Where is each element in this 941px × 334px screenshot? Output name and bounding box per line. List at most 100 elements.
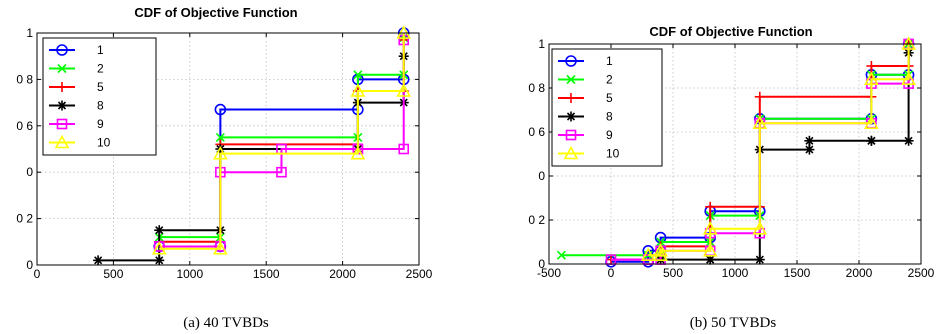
legend-item: 9: [49, 117, 104, 131]
x-tick-label: 2500: [406, 267, 433, 281]
data-point: [903, 135, 914, 146]
series-group: [556, 36, 916, 268]
y-tick-label: 0: [26, 258, 33, 272]
legend-marker: [54, 134, 70, 149]
data-point: [556, 250, 566, 260]
legend-marker: [566, 74, 576, 85]
data-point: [215, 132, 225, 142]
plot-frame: [548, 43, 922, 265]
legend-marker: [565, 129, 577, 141]
legend-label: 9: [97, 117, 104, 131]
legend-label: 8: [97, 99, 104, 113]
series-line: [648, 44, 910, 257]
series-line: [159, 33, 405, 250]
data-point: [213, 241, 228, 255]
chart-caption: (b) 50 TVBDs: [690, 315, 777, 331]
chart-50-tvbds: CDF of Objective Function (b) 50 TVBDs -…: [528, 24, 934, 331]
chart-title: CDF of Objective Function: [649, 24, 812, 39]
x-tick-label: 2500: [908, 266, 935, 280]
legend-item: 2: [49, 62, 104, 76]
y-tick-label: 0 2: [528, 213, 545, 227]
legend-item: 1: [558, 54, 613, 68]
data-point: [353, 70, 363, 80]
legend-label: 10: [97, 136, 111, 150]
data-point: [864, 71, 879, 85]
series-10: [640, 36, 916, 262]
y-tick-label: 0 2: [16, 212, 33, 226]
data-point: [754, 254, 765, 265]
legend-item: 1: [49, 43, 104, 57]
data-point: [396, 83, 412, 97]
chart-40-tvbds: CDF of Objective Function (a) 40 TVBDs 0…: [16, 5, 432, 331]
legend-item: 10: [558, 145, 620, 161]
x-tick-label: 1000: [176, 267, 203, 281]
legend-marker: [57, 82, 67, 92]
legend-item: 2: [558, 73, 613, 87]
legend-item: 10: [49, 134, 111, 150]
y-tick-label: 0 6: [16, 119, 33, 133]
legend-item: 5: [558, 91, 613, 105]
data-point: [653, 243, 668, 257]
x-tick-label: 1000: [722, 266, 749, 280]
legend-item: 9: [558, 128, 613, 142]
x-tick-label: 1500: [784, 266, 811, 280]
data-point: [804, 135, 815, 146]
legend-marker: [566, 111, 576, 122]
data-point: [214, 103, 227, 116]
legend: 1 2 5 8 9 10: [551, 48, 663, 167]
legend-marker: [57, 100, 67, 111]
legend-box: [551, 48, 663, 167]
legend-item: 5: [49, 80, 104, 94]
data-point: [154, 255, 165, 266]
data-point: [702, 243, 718, 257]
data-point: [154, 225, 165, 236]
legend-label: 2: [97, 62, 104, 76]
data-point: [702, 221, 718, 235]
x-tick-label: 2000: [329, 267, 356, 281]
data-point: [754, 91, 765, 102]
data-point: [866, 135, 877, 146]
data-point: [705, 201, 716, 212]
x-tick-label: 0: [34, 267, 41, 281]
y-tick-label: 0 8: [528, 81, 545, 95]
legend-item: 8: [558, 110, 613, 124]
legend-label: 1: [606, 54, 613, 68]
data-point: [276, 166, 287, 178]
y-tick-label: 1: [26, 26, 33, 40]
data-point: [350, 145, 366, 160]
y-tick-label: 0: [538, 169, 545, 183]
y-tick-label: 0: [538, 257, 545, 271]
y-tick-label: 0 6: [528, 125, 545, 139]
legend-marker: [566, 93, 576, 103]
legend-label: 5: [606, 91, 613, 105]
legend-label: 2: [606, 73, 613, 87]
data-point: [653, 247, 668, 262]
x-tick-label: 2000: [846, 266, 873, 280]
y-tick-label: 1: [538, 37, 545, 51]
data-point: [752, 115, 768, 129]
legend-label: 8: [606, 110, 613, 124]
data-point: [213, 145, 228, 160]
legend-label: 1: [97, 43, 104, 57]
legend-item: 8: [49, 99, 104, 113]
legend-label: 5: [97, 80, 104, 94]
legend: 1 2 5 8 9 10: [42, 37, 157, 156]
x-tick-label: 0: [608, 266, 615, 280]
legend-marker: [56, 44, 68, 56]
data-point: [93, 255, 104, 266]
y-tick-label: 0: [26, 165, 33, 179]
data-point: [866, 61, 877, 71]
legend-marker: [56, 118, 68, 130]
data-point: [640, 247, 656, 262]
legend-marker: [565, 55, 577, 67]
data-point: [151, 241, 167, 255]
y-tick-label: 0 8: [16, 72, 33, 86]
x-tick-label: 1500: [253, 267, 280, 281]
data-point: [398, 143, 410, 155]
data-point: [350, 83, 366, 97]
data-point: [752, 221, 768, 235]
legend-label: 9: [606, 128, 613, 142]
legend-marker: [563, 145, 579, 160]
plot-frame: [36, 32, 420, 266]
